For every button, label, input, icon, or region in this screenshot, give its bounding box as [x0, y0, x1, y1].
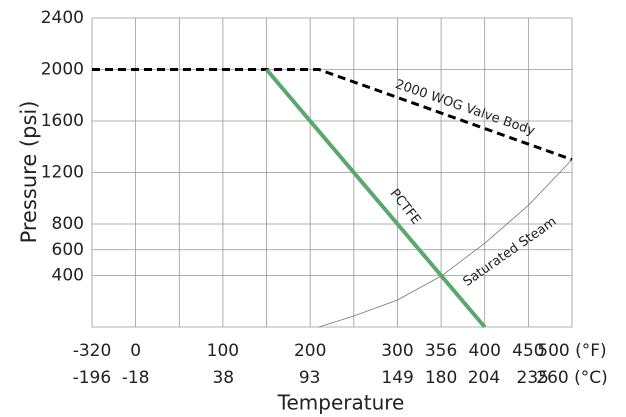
x-tick-label: 200 — [294, 341, 326, 361]
x-tick-label: 400 — [469, 341, 501, 361]
x-tick-label-celsius: 235 — [517, 368, 549, 388]
x-tick-label-celsius: -196 — [73, 368, 112, 388]
x-tick-label-celsius: 38 — [212, 368, 234, 388]
x-tick-label-celsius: -18 — [122, 368, 150, 388]
x-tick-label: 450 — [512, 341, 544, 361]
x-tick-label-celsius: 93 — [299, 368, 321, 388]
series-label: Saturated Steam — [461, 214, 560, 290]
y-axis-title: Pressure (psi) — [17, 101, 41, 244]
y-tick-label: 2000 — [41, 60, 84, 80]
x-tick-label: 500 (°F) — [537, 341, 606, 361]
x-tick-label-celsius: 260 (°C) — [536, 368, 608, 388]
series-label: 2000 WOG Valve Body — [393, 77, 537, 139]
x-tick-label-celsius: 204 — [468, 368, 500, 388]
x-tick-label: 356 — [425, 341, 457, 361]
series-line — [318, 159, 573, 328]
series-line — [265, 68, 487, 329]
x-axis-title: Temperature — [277, 391, 405, 415]
x-tick-label: -320 — [73, 341, 112, 361]
y-tick-label: 2400 — [41, 8, 84, 28]
y-tick-label: 1600 — [41, 111, 84, 131]
x-tick-label-celsius: 149 — [381, 368, 413, 388]
x-tick-label: 100 — [207, 341, 239, 361]
y-tick-label: 1200 — [41, 163, 84, 183]
y-tick-label: 600 — [52, 240, 84, 260]
y-tick-label: 400 — [52, 266, 84, 286]
y-tick-label: 800 — [52, 214, 84, 234]
series-label: PCTFE — [387, 186, 424, 227]
x-tick-label-celsius: 180 — [425, 368, 457, 388]
x-tick-label: 0 — [130, 341, 141, 361]
series-line — [92, 68, 573, 162]
x-tick-label: 300 — [381, 341, 413, 361]
